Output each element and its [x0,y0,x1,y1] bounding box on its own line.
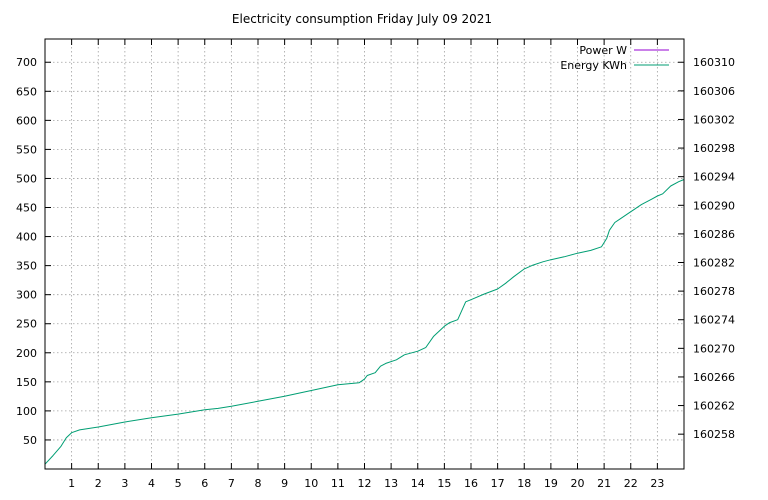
legend: Power W Energy KWh [560,44,669,72]
y2-tick-label: 160298 [693,142,735,155]
plot-series [44,179,685,465]
x-tick-label: 23 [650,477,664,490]
y2-tick-label: 160274 [693,314,735,327]
y2-tick-label: 160266 [693,371,735,384]
x-tick-label: 19 [544,477,558,490]
x-tick-label: 1 [68,477,75,490]
x-tick-label: 7 [228,477,235,490]
y-tick-label: 50 [23,434,37,447]
y2-tick-label: 160270 [693,342,735,355]
x-tick-label: 9 [281,477,288,490]
x-tick-label: 2 [95,477,102,490]
y-tick-label: 250 [16,318,37,331]
y2-tick-label: 160302 [693,113,735,126]
y-tick-label: 550 [16,143,37,156]
x-tick-label: 6 [201,477,208,490]
y2-tick-label: 160278 [693,285,735,298]
y2-tick-label: 160262 [693,400,735,413]
y2-tick-label: 160306 [693,85,735,98]
x-tick-label: 8 [255,477,262,490]
x-tick-label: 15 [437,477,451,490]
x-tick-label: 10 [304,477,318,490]
y-tick-label: 300 [16,289,37,302]
x-tick-label: 5 [175,477,182,490]
chart-title: Electricity consumption Friday July 09 2… [232,12,492,26]
y-tick-label: 600 [16,114,37,127]
y-tick-label: 650 [16,85,37,98]
y-tick-label: 700 [16,56,37,69]
x-tick-label: 12 [358,477,372,490]
x-tick-label: 18 [517,477,531,490]
series-line-energy-kwh [44,179,685,465]
x-tick-label: 22 [624,477,638,490]
y-tick-label: 350 [16,260,37,273]
y-tick-label: 150 [16,376,37,389]
y2-tick-label: 160294 [693,171,735,184]
legend-label: Power W [579,44,627,57]
x-tick-label: 14 [411,477,425,490]
y-tick-label: 500 [16,172,37,185]
x-tick-label: 11 [331,477,345,490]
x-tick-label: 17 [491,477,505,490]
x-tick-label: 3 [121,477,128,490]
x-tick-label: 20 [571,477,585,490]
y2-tick-label: 160282 [693,257,735,270]
x-tick-label: 4 [148,477,155,490]
y-tick-label: 400 [16,231,37,244]
x-tick-label: 21 [597,477,611,490]
x-tick-label: 16 [464,477,478,490]
y2-tick-label: 160310 [693,56,735,69]
y2-tick-label: 160258 [693,428,735,441]
y-tick-label: 450 [16,202,37,215]
y-tick-label: 200 [16,347,37,360]
y2-tick-label: 160290 [693,199,735,212]
y-tick-label: 100 [16,405,37,418]
x-tick-label: 13 [384,477,398,490]
legend-label: Energy KWh [560,59,627,72]
y2-tick-label: 160286 [693,228,735,241]
axes: 1 2 3 4 5 6 7 8 9 10 11 12 13 14 15 16 17 18 19 20 21 22 23501… [16,39,735,490]
grid [45,39,684,469]
